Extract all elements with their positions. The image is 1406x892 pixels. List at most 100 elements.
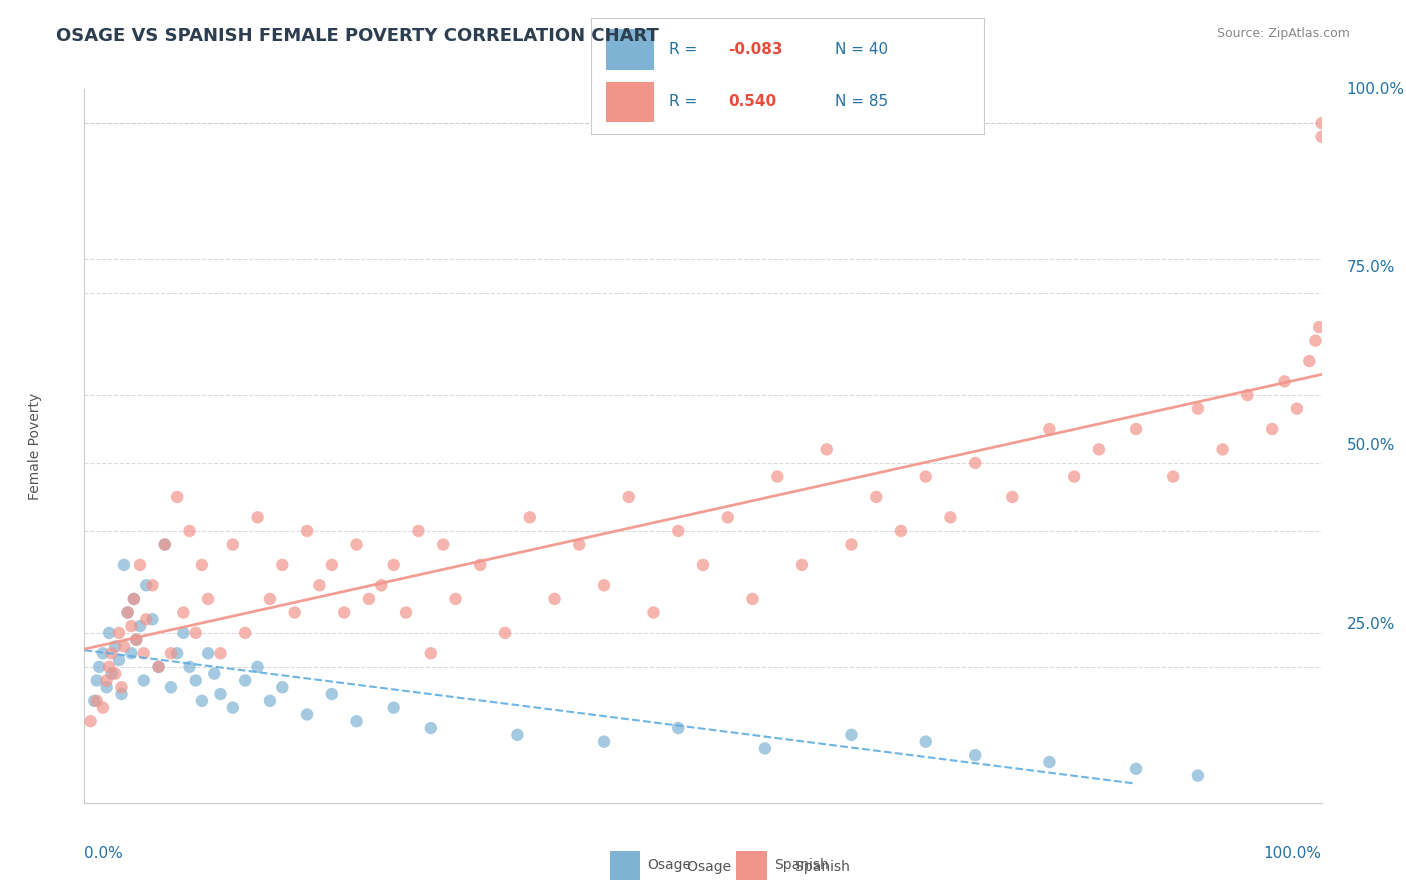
Point (1310, 116, 1333, 130)
Point (1088, 442, 1111, 457)
Point (357, 591, 380, 606)
Point (790, 558, 813, 572)
Point (89, 660, 111, 674)
Point (112, 558, 135, 572)
Point (1212, 442, 1234, 457)
Point (890, 524, 912, 538)
Point (543, 591, 565, 606)
Point (110, 680, 132, 694)
Point (96, 680, 118, 694)
Point (1308, 320, 1330, 334)
Point (494, 626, 516, 640)
Point (148, 660, 170, 674)
Point (122, 591, 145, 606)
Point (120, 646, 142, 660)
Point (568, 537, 591, 551)
Point (79, 714, 101, 729)
Point (1310, 129, 1333, 144)
Point (246, 510, 269, 524)
Point (346, 714, 368, 729)
Point (141, 612, 163, 626)
Point (1274, 375, 1296, 389)
Point (86, 673, 108, 688)
Point (104, 640, 127, 654)
Point (104, 666, 127, 681)
FancyBboxPatch shape (610, 851, 640, 880)
Point (370, 578, 392, 592)
Point (295, 524, 318, 538)
Point (321, 558, 343, 572)
Text: OSAGE VS SPANISH FEMALE POVERTY CORRELATION CHART: OSAGE VS SPANISH FEMALE POVERTY CORRELAT… (56, 27, 659, 45)
Point (1305, 334, 1327, 348)
Text: -0.083: -0.083 (728, 42, 783, 57)
Point (308, 578, 330, 592)
Point (135, 578, 157, 592)
Point (965, 456, 987, 470)
Point (841, 728, 863, 742)
Point (593, 734, 616, 748)
Point (132, 646, 155, 660)
Point (184, 626, 207, 640)
Point (166, 646, 188, 660)
FancyBboxPatch shape (737, 851, 766, 880)
Text: 25.0%: 25.0% (1347, 617, 1395, 632)
Point (233, 673, 256, 688)
Point (965, 748, 987, 763)
Text: Spanish: Spanish (782, 860, 849, 874)
Text: Osage: Osage (675, 860, 731, 874)
Point (1236, 388, 1258, 402)
Point (191, 694, 214, 708)
Point (914, 469, 936, 483)
Point (295, 707, 318, 722)
Point (815, 442, 838, 457)
Point (284, 606, 307, 620)
Point (470, 558, 492, 572)
Text: R =: R = (669, 42, 703, 57)
Text: N = 85: N = 85 (835, 94, 887, 109)
Point (91, 646, 114, 660)
Point (754, 741, 776, 756)
Text: Spanish: Spanish (775, 858, 830, 872)
Point (271, 680, 294, 694)
Point (432, 537, 454, 551)
Point (160, 680, 183, 694)
Point (321, 687, 343, 701)
Point (419, 646, 441, 660)
Point (1187, 401, 1209, 416)
Point (98, 626, 121, 640)
Point (129, 619, 152, 633)
Point (1187, 769, 1209, 783)
Point (519, 510, 541, 524)
Point (506, 728, 529, 742)
Text: 0.0%: 0.0% (84, 846, 124, 861)
Point (202, 666, 225, 681)
Point (717, 510, 740, 524)
Text: Source: ZipAtlas.com: Source: ZipAtlas.com (1216, 27, 1350, 40)
Text: N = 40: N = 40 (835, 42, 887, 57)
Point (865, 490, 887, 504)
Point (197, 591, 219, 606)
Text: Female Poverty: Female Poverty (28, 392, 42, 500)
Point (1038, 422, 1060, 436)
Point (333, 606, 356, 620)
Point (132, 673, 155, 688)
Point (222, 700, 245, 714)
Point (1038, 755, 1060, 769)
Point (741, 591, 763, 606)
Point (1261, 422, 1284, 436)
Point (666, 721, 689, 735)
Point (117, 606, 139, 620)
Point (246, 660, 269, 674)
Point (666, 524, 689, 538)
Point (1285, 401, 1308, 416)
Point (444, 591, 467, 606)
Point (1161, 469, 1184, 483)
Point (96, 673, 118, 688)
Point (939, 510, 962, 524)
Point (172, 626, 194, 640)
Point (382, 558, 405, 572)
Point (692, 558, 714, 572)
Point (98, 660, 121, 674)
Point (112, 640, 135, 654)
Point (408, 524, 430, 538)
